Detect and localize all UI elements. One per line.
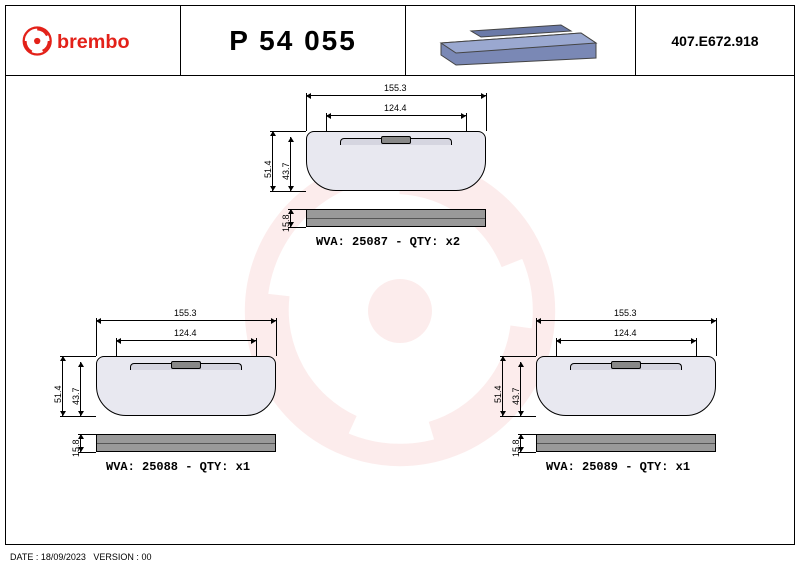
ext-line (60, 356, 96, 357)
pad-face (96, 356, 276, 416)
dim-line (536, 320, 716, 321)
wva-label: WVA: 25089 - QTY: x1 (546, 460, 690, 474)
pad-3d-render (421, 13, 621, 68)
ext-line (78, 452, 96, 453)
ext-line (288, 209, 306, 210)
pad-clip (381, 136, 411, 144)
dim-line (326, 115, 466, 116)
ext-line (326, 113, 327, 131)
pad-clip (611, 361, 641, 369)
pad-face (306, 131, 486, 191)
wva-label: WVA: 25087 - QTY: x2 (316, 235, 460, 249)
ext-line (486, 93, 487, 131)
ext-line (696, 338, 697, 356)
pad-side (536, 434, 716, 452)
ext-line (270, 131, 306, 132)
pad-view-right: 155.3 124.4 51.4 43.7 15.8 WVA: 25089 - … (536, 356, 716, 452)
pad-side (96, 434, 276, 452)
dim-height-outer: 51.4 (53, 385, 63, 403)
ext-line (536, 318, 537, 356)
drawing-code: 407.E672.918 (636, 6, 794, 75)
ext-line (288, 227, 306, 228)
date-label: DATE : (10, 552, 38, 562)
brand-logo-cell: brembo (6, 6, 181, 75)
ext-line (716, 318, 717, 356)
dim-height-inner: 43.7 (281, 162, 291, 180)
part-number: P 54 055 (181, 6, 406, 75)
ext-line (500, 416, 536, 417)
pad-view-top: 155.3 124.4 51.4 43.7 15.8 WVA: 25087 - … (306, 131, 486, 227)
footer-meta: DATE : 18/09/2023 VERSION : 00 (10, 552, 151, 562)
pad-view-left: 155.3 124.4 51.4 43.7 15.8 WVA: 25088 - … (96, 356, 276, 452)
dim-thickness: 15.8 (71, 439, 81, 457)
dim-line (96, 320, 276, 321)
ext-line (518, 434, 536, 435)
ext-line (466, 113, 467, 131)
dim-width-inner: 124.4 (614, 328, 637, 338)
dim-line (306, 95, 486, 96)
ext-line (306, 93, 307, 131)
title-block: brembo P 54 055 407.E672.918 (6, 6, 794, 76)
dim-line (116, 340, 256, 341)
version-label: VERSION : (93, 552, 139, 562)
date-value: 18/09/2023 (41, 552, 86, 562)
ext-line (60, 416, 96, 417)
dim-width-outer: 155.3 (174, 308, 197, 318)
ext-line (270, 191, 306, 192)
dim-height-inner: 43.7 (71, 387, 81, 405)
dim-width-inner: 124.4 (384, 103, 407, 113)
dim-width-inner: 124.4 (174, 328, 197, 338)
render-cell (406, 6, 636, 75)
ext-line (96, 318, 97, 356)
dim-width-outer: 155.3 (384, 83, 407, 93)
brembo-logo: brembo (18, 23, 168, 59)
ext-line (276, 318, 277, 356)
dim-line (556, 340, 696, 341)
dim-height-outer: 51.4 (493, 385, 503, 403)
ext-line (500, 356, 536, 357)
dim-height-inner: 43.7 (511, 387, 521, 405)
dim-thickness: 15.8 (281, 214, 291, 232)
ext-line (116, 338, 117, 356)
drawing-frame: brembo P 54 055 407.E672.918 155 (5, 5, 795, 545)
ext-line (78, 434, 96, 435)
ext-line (518, 452, 536, 453)
version-value: 00 (141, 552, 151, 562)
ext-line (556, 338, 557, 356)
dim-thickness: 15.8 (511, 439, 521, 457)
pad-clip (171, 361, 201, 369)
drawing-body: 155.3 124.4 51.4 43.7 15.8 WVA: 25087 - … (6, 76, 794, 546)
dim-height-outer: 51.4 (263, 160, 273, 178)
wva-label: WVA: 25088 - QTY: x1 (106, 460, 250, 474)
dim-width-outer: 155.3 (614, 308, 637, 318)
pad-side (306, 209, 486, 227)
brand-text: brembo (57, 31, 130, 53)
ext-line (256, 338, 257, 356)
pad-face (536, 356, 716, 416)
